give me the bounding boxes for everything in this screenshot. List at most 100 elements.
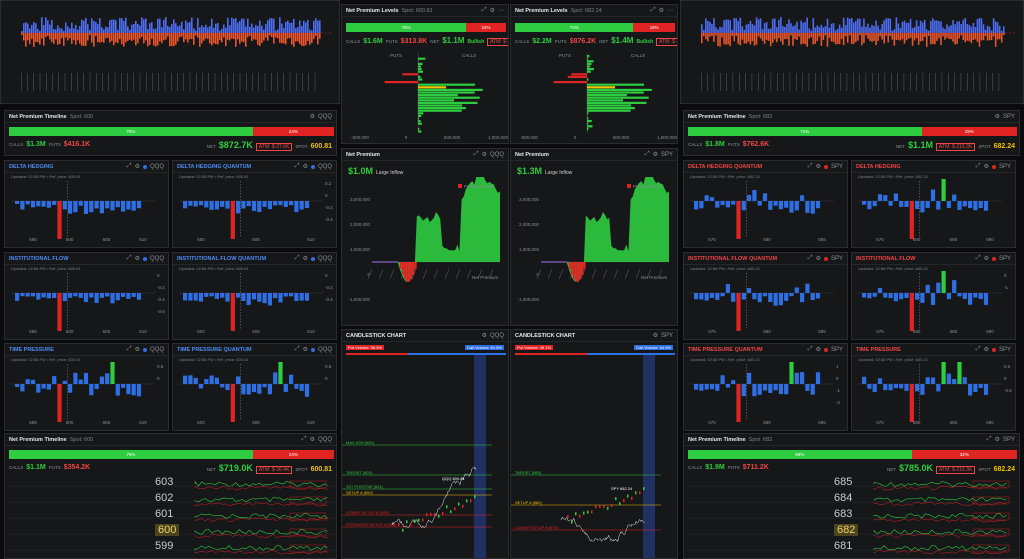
flow-bar-down [299,33,301,45]
flow-bar-up [59,27,61,33]
expand-icon[interactable]: ⤢ [473,151,479,157]
expand-icon[interactable]: ⤢ [301,436,307,442]
ticker-select[interactable]: QQQ [149,163,164,170]
ratio-bar: 75% 24% [9,127,334,136]
flow-bar [204,201,209,208]
flow-bar [294,293,299,301]
settings-icon[interactable]: ⚙ [658,8,664,14]
expand-icon[interactable]: ⤢ [126,255,132,261]
ticker-select[interactable]: SPY [1002,436,1015,443]
y-tick-label: 0 [1004,376,1007,381]
flow-bar-up [63,30,65,33]
ticker-select[interactable]: QQQ [149,255,164,262]
flow-bar-down [980,33,983,41]
level-bar [418,117,420,120]
flow-bar-up [69,28,71,33]
time-tick [277,73,278,91]
flow-bar-up [861,26,863,33]
settings-icon[interactable]: ⚙ [489,8,495,14]
time-tick [233,73,234,91]
flow-bar [30,379,36,384]
flow-bar [110,293,115,304]
settings-icon[interactable]: ⚙ [302,347,308,353]
flow-bar [915,293,920,300]
ticker-select[interactable]: SPY [830,346,843,353]
level-bar [587,55,590,58]
expand-icon[interactable]: ⤢ [481,7,487,13]
ticker-select[interactable]: QQQ [317,436,332,443]
flow-bar-down [919,33,922,42]
flow-bar-up [151,22,153,33]
flow-bar-up [147,29,149,33]
ticker-select[interactable]: SPY [830,255,843,262]
flow-bar-up [956,21,958,33]
flow-bar-up [725,19,727,33]
settings-icon[interactable]: ⚙ [481,152,487,158]
settings-icon[interactable]: ⚙ [994,114,1000,120]
settings-icon[interactable]: ⚙ [994,437,1000,443]
ticker-select[interactable]: QQQ [317,163,332,170]
settings-icon[interactable]: ⚙ [302,256,308,262]
expand-icon[interactable]: ⤢ [807,255,813,261]
settings-icon[interactable]: ⚙ [134,256,140,262]
settings-icon[interactable]: ⚙ [983,164,989,170]
ticker-select[interactable]: SPY [998,346,1011,353]
more-icon[interactable]: ⋯ [498,8,504,14]
ticker-select[interactable]: SPY [1002,113,1015,120]
settings-icon[interactable]: ⚙ [134,347,140,353]
expand-icon[interactable]: ⤢ [986,436,992,442]
flow-bar [815,372,821,384]
expand-icon[interactable]: ⤢ [644,151,650,157]
flow-bar-down [27,33,29,41]
flow-bar [25,379,30,384]
expand-icon[interactable]: ⤢ [975,163,981,169]
settings-icon[interactable]: ⚙ [652,333,658,339]
flow-bar-down [97,33,99,43]
expand-icon[interactable]: ⤢ [975,346,981,352]
settings-icon[interactable]: ⚙ [481,333,487,339]
candle [639,491,641,495]
ticker-select[interactable]: SPY [660,151,673,158]
ticker-select[interactable]: QQQ [489,151,504,158]
expand-icon[interactable]: ⤢ [294,346,300,352]
ticker-select[interactable]: QQQ [317,346,332,353]
flow-bar-down [269,33,271,36]
expand-icon[interactable]: ⤢ [294,255,300,261]
expand-icon[interactable]: ⤢ [650,7,656,13]
expand-icon[interactable]: ⤢ [975,255,981,261]
flow-bar-up [832,23,835,33]
ticker-select[interactable]: QQQ [489,332,504,339]
flow-bar [36,384,41,393]
ticker-select[interactable]: SPY [830,163,843,170]
flow-bar-down [53,33,55,44]
time-tick [859,73,860,91]
expand-icon[interactable]: ⤢ [294,163,300,169]
ticker-select[interactable]: SPY [660,332,673,339]
flow-bar-up [976,19,979,33]
time-tick [239,73,241,91]
ticker-select[interactable]: QQQ [317,255,332,262]
x-tick-label: 500,000 [613,135,630,140]
flow-bar-up [701,24,703,33]
ticker-select[interactable]: QQQ [149,346,164,353]
settings-icon[interactable]: ⚙ [134,164,140,170]
settings-icon[interactable]: ⚙ [983,347,989,353]
level-bar [418,83,475,86]
settings-icon[interactable]: ⚙ [309,437,315,443]
more-icon[interactable]: ⋯ [667,8,673,14]
expand-icon[interactable]: ⤢ [126,346,132,352]
ticker-select[interactable]: QQQ [317,113,332,120]
settings-icon[interactable]: ⚙ [815,164,821,170]
settings-icon[interactable]: ⚙ [652,152,658,158]
settings-icon[interactable]: ⚙ [309,114,315,120]
ticker-select[interactable]: SPY [998,255,1011,262]
flow-bar-up [157,18,159,33]
expand-icon[interactable]: ⤢ [807,163,813,169]
expand-icon[interactable]: ⤢ [126,163,132,169]
expand-icon[interactable]: ⤢ [807,346,813,352]
settings-icon[interactable]: ⚙ [815,347,821,353]
settings-icon[interactable]: ⚙ [815,256,821,262]
settings-icon[interactable]: ⚙ [302,164,308,170]
ticker-select[interactable]: SPY [998,163,1011,170]
settings-icon[interactable]: ⚙ [983,256,989,262]
